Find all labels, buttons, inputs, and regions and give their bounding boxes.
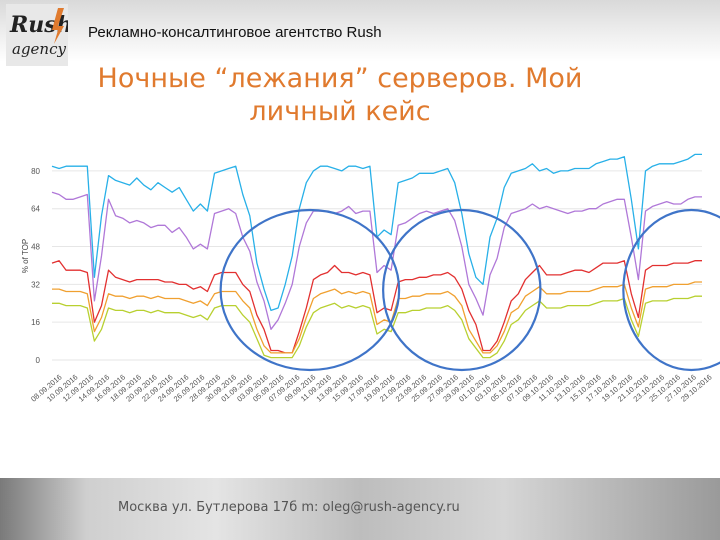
series-line-2 [51, 191, 702, 330]
agency-name: Рекламно-консалтинговое агентство Rush [88, 24, 382, 41]
highlight-circle-2 [382, 208, 542, 372]
y-tick-label: 32 [31, 280, 40, 289]
y-axis-label: % of TOP [21, 239, 30, 273]
server-outage-chart: 0 16 32 48 64 80 % of TOP 08.09.201610.09.201… [21, 153, 720, 404]
header-background [0, 0, 720, 62]
slide-title: Ночные “лежания” серверов. Мой личный ке… [60, 62, 620, 128]
highlight-circle-3 [622, 208, 720, 372]
y-tick-label: 80 [31, 167, 40, 176]
highlight-circles [219, 208, 720, 372]
footer-contacts: Москва ул. Бутлерова 17б m: oleg@rush-ag… [118, 500, 460, 515]
rush-agency-logo: Rush agency [6, 4, 68, 66]
highlight-circle-1 [219, 208, 401, 372]
slide-title-line-1: Ночные “лежания” серверов. Мой [97, 63, 583, 94]
series-line-3 [51, 260, 702, 354]
series-line-5 [52, 295, 702, 359]
chart-series [51, 153, 702, 359]
logo-word-agency: agency [12, 40, 66, 58]
y-tick-label: 48 [31, 243, 40, 252]
footer-background [0, 478, 720, 540]
y-tick-label: 64 [31, 205, 40, 214]
y-tick-label: 0 [36, 356, 41, 365]
x-axis: 08.09.201610.09.201612.09.201614.09.2016… [29, 373, 714, 404]
series-line-4 [52, 281, 702, 354]
slide-title-line-2: личный кейс [249, 96, 431, 127]
y-axis: 0 16 32 48 64 80 [31, 167, 40, 365]
y-tick-label: 16 [31, 318, 40, 327]
